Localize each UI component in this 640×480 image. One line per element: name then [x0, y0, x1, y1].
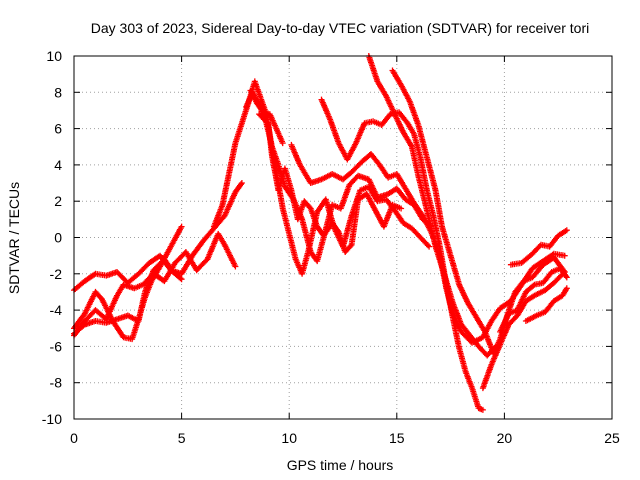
y-tick-label: 6: [54, 121, 62, 137]
series-track-13: [497, 265, 570, 335]
x-tick-label: 25: [604, 430, 620, 446]
x-tick-label: 0: [70, 430, 78, 446]
y-tick-label: 0: [54, 230, 62, 246]
y-tick-label: 2: [54, 193, 62, 209]
x-tick-label: 15: [389, 430, 405, 446]
axis-ticks: 0 5 10 15 20 25 -10 -8 -6 -4 -2 0 2 4 6 8 10: [42, 48, 620, 446]
y-tick-label: 4: [54, 157, 62, 173]
x-tick-label: 20: [497, 430, 513, 446]
data-points: [71, 53, 570, 413]
series-track-14: [507, 227, 570, 268]
x-axis-label: GPS time / hours: [287, 457, 394, 473]
y-tick-label: -8: [50, 375, 63, 391]
x-tick-label: 10: [281, 430, 297, 446]
y-tick-label: 10: [46, 48, 62, 64]
chart-title: Day 303 of 2023, Sidereal Day-to-day VTE…: [91, 20, 590, 36]
series-track-12: [479, 269, 568, 392]
y-axis-label: SDTVAR / TECUs: [6, 182, 22, 294]
x-tick-label: 5: [178, 430, 186, 446]
y-tick-label: -2: [50, 266, 63, 282]
y-tick-label: -6: [50, 338, 63, 354]
y-tick-label: -4: [50, 302, 63, 318]
y-tick-label: 8: [54, 84, 62, 100]
series-track-16: [247, 87, 286, 147]
y-tick-label: -10: [42, 411, 62, 427]
series-track-7: [256, 111, 433, 277]
series-track-15: [522, 285, 570, 324]
